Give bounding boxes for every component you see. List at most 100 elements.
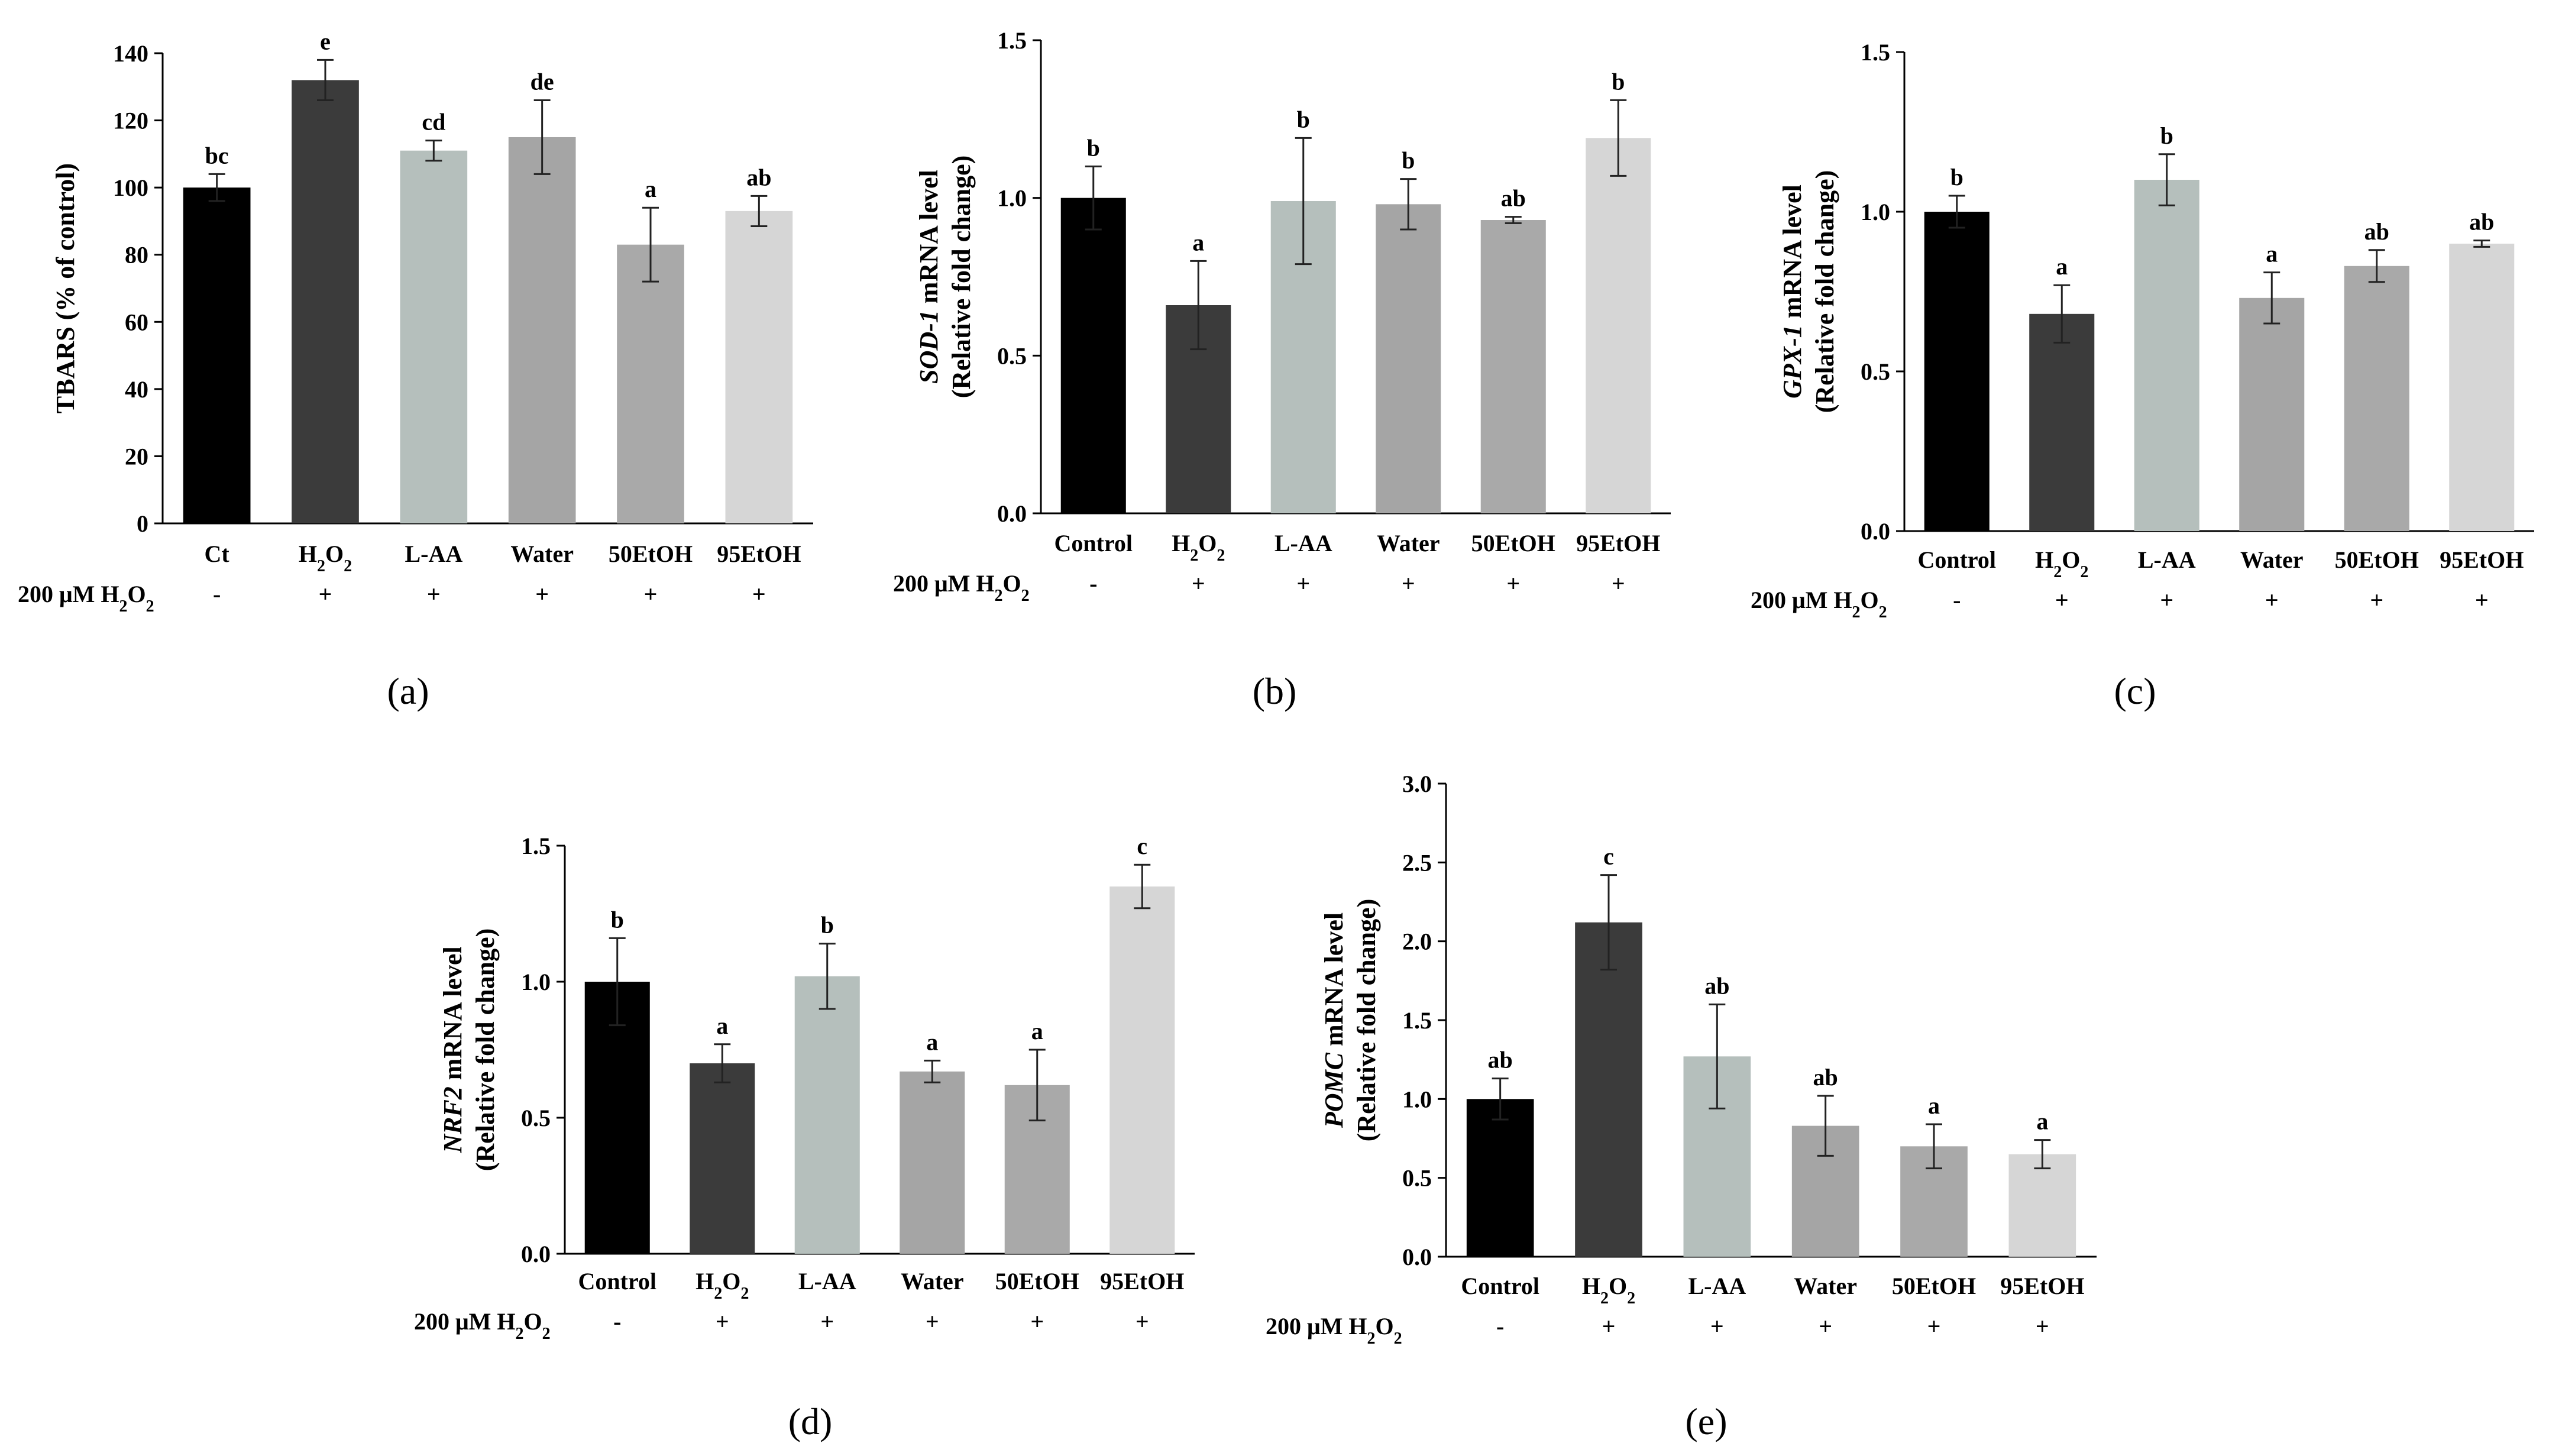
y-axis-label: TBARS (% of control): [51, 163, 80, 413]
significance-label: b: [821, 912, 834, 939]
category-label: Control: [1917, 546, 1996, 573]
treatment-sign: +: [2036, 1313, 2049, 1339]
category-label: 50EtOH: [2335, 546, 2419, 573]
treatment-sign: +: [1710, 1313, 1724, 1339]
category-label: L-AA: [1688, 1273, 1746, 1299]
significance-label: b: [1402, 147, 1415, 174]
significance-label: ab: [2364, 218, 2389, 245]
category-label: 50EtOH: [1892, 1273, 1976, 1299]
treatment-row-label: 200 μM H2O2: [1266, 1313, 1402, 1348]
significance-label: b: [2160, 122, 2173, 149]
category-label: Water: [1377, 530, 1440, 556]
bar: [617, 244, 684, 523]
y-tick-label: 1.5: [1402, 1007, 1432, 1034]
significance-label: b: [611, 906, 624, 933]
significance-label: a: [645, 176, 656, 202]
y-tick-label: 0.0: [521, 1241, 551, 1267]
category-label: Ct: [205, 541, 230, 567]
panel-label: (e): [1685, 1400, 1727, 1442]
y-tick-label: 20: [125, 443, 148, 470]
bar: [1466, 1099, 1534, 1257]
y-axis-label-line2: (Relative fold change): [947, 156, 976, 399]
treatment-sign: +: [319, 581, 332, 607]
y-tick-label: 3.0: [1402, 771, 1432, 797]
y-tick-label: 1.0: [1402, 1086, 1432, 1112]
significance-label: cd: [422, 109, 445, 135]
category-label: H2O2: [299, 541, 352, 575]
treatment-sign: +: [752, 581, 766, 607]
treatment-row-label: 200 μM H2O2: [893, 570, 1030, 605]
bar: [2008, 1154, 2076, 1257]
y-axis-label: POMC mRNA level: [1319, 913, 1348, 1128]
category-label: H2O2: [1582, 1273, 1635, 1308]
significance-label: b: [1297, 106, 1310, 132]
y-axis-label-line2: (Relative fold change): [471, 928, 500, 1172]
category-label: Control: [578, 1268, 656, 1295]
significance-label: c: [1603, 843, 1614, 870]
treatment-sign: +: [2475, 587, 2489, 613]
category-label: 50EtOH: [609, 541, 693, 567]
panel-label: (c): [2114, 670, 2156, 712]
y-tick-label: 0: [137, 510, 148, 537]
bar: [2449, 244, 2515, 531]
y-tick-label: 120: [113, 108, 148, 134]
significance-label: ab: [1501, 185, 1526, 212]
y-axis-label: NRF2 mRNA level: [438, 946, 467, 1154]
treatment-sign: -: [613, 1308, 621, 1335]
treatment-sign: +: [535, 581, 549, 607]
treatment-sign: +: [1296, 570, 1310, 597]
chart-panel-a: 0 20 40 60 80 100 120 140 bc Ct - e H2O2 + cd L-AA + de Wa…: [18, 28, 813, 712]
y-axis-label: SOD-1 mRNA level: [914, 170, 943, 384]
significance-label: b: [1950, 164, 1963, 190]
treatment-sign: +: [1136, 1308, 1149, 1335]
y-tick-label: 0.5: [1861, 358, 1890, 385]
treatment-sign: +: [2055, 587, 2069, 613]
bar: [183, 187, 251, 524]
significance-label: a: [1031, 1018, 1043, 1044]
category-label: Control: [1461, 1273, 1539, 1299]
category-label: L-AA: [1274, 530, 1332, 556]
category-label: Water: [1794, 1273, 1857, 1299]
y-tick-label: 1.5: [1861, 39, 1890, 66]
treatment-sign: -: [1953, 587, 1961, 613]
category-label: Water: [2240, 546, 2304, 573]
significance-label: c: [1137, 833, 1147, 859]
y-tick-label: 0.0: [1402, 1244, 1432, 1270]
panel-label: (a): [387, 670, 429, 712]
significance-label: de: [530, 69, 554, 95]
treatment-sign: +: [926, 1308, 939, 1335]
y-tick-label: 2.5: [1402, 849, 1432, 876]
significance-label: b: [1087, 134, 1100, 161]
category-label: L-AA: [405, 541, 462, 567]
category-label: L-AA: [2138, 546, 2196, 573]
significance-label: ab: [1704, 972, 1729, 999]
treatment-sign: +: [1819, 1313, 1832, 1339]
y-tick-label: 0.5: [521, 1105, 551, 1131]
y-tick-label: 0.5: [1402, 1165, 1432, 1192]
bar: [584, 982, 650, 1254]
category-label: 50EtOH: [1471, 530, 1555, 556]
category-label: L-AA: [798, 1268, 856, 1295]
treatment-sign: +: [2160, 587, 2173, 613]
y-axis-label: GPX-1 mRNA level: [1778, 185, 1807, 399]
category-label: 95EtOH: [1100, 1268, 1184, 1295]
category-label: Control: [1054, 530, 1133, 556]
y-tick-label: 2.0: [1402, 928, 1432, 955]
y-tick-label: 80: [125, 242, 148, 268]
treatment-sign: +: [1030, 1308, 1044, 1335]
y-axis-label-line2: (Relative fold change): [1352, 899, 1381, 1142]
bar: [1924, 212, 1990, 531]
category-label: 95EtOH: [2440, 546, 2524, 573]
bar: [1109, 886, 1175, 1254]
treatment-sign: +: [1612, 570, 1625, 597]
treatment-sign: +: [1192, 570, 1205, 597]
bar: [2344, 266, 2409, 531]
treatment-sign: +: [1402, 570, 1415, 597]
significance-label: a: [2266, 241, 2278, 267]
category-label: H2O2: [696, 1268, 749, 1303]
bar: [900, 1071, 965, 1254]
y-tick-label: 1.0: [1861, 199, 1890, 225]
y-tick-label: 1.5: [997, 27, 1027, 54]
category-label: 95EtOH: [1576, 530, 1660, 556]
chart-panel-b: 0.0 0.5 1.0 1.5 b Control - a H2O2 + b L-AA + b Water +…: [893, 27, 1671, 712]
